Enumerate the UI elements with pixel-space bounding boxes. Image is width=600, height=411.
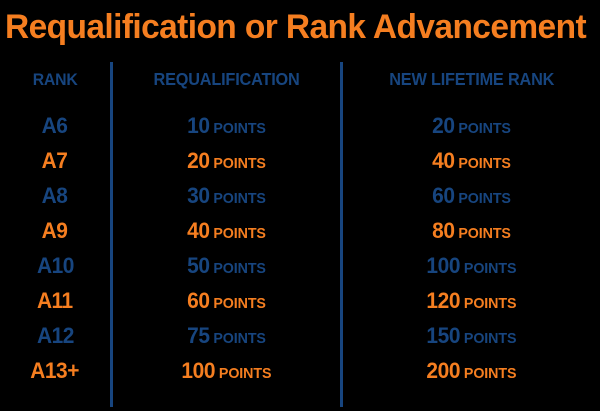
column-header-new-lifetime-rank-label: NEW LIFETIME RANK	[388, 68, 554, 89]
cell-rank: A10	[0, 248, 110, 283]
new-rank-value-group: 40 POINTS	[432, 147, 511, 173]
new-rank-value-group: 120 POINTS	[426, 287, 517, 313]
cell-rank: A11	[0, 283, 110, 318]
cell-new-lifetime-rank: 80 POINTS	[343, 213, 600, 248]
rank-label: A6	[42, 112, 68, 138]
rank-table: RANK REQUALIFICATION NEW LIFETIME RANK A…	[0, 54, 600, 411]
cell-new-lifetime-rank: 100 POINTS	[343, 248, 600, 283]
new-rank-points-unit: POINTS	[458, 119, 511, 137]
cell-requalification: 20 POINTS	[113, 143, 340, 178]
rank-label: A12	[36, 322, 74, 348]
requalification-points-number: 50	[187, 252, 210, 278]
requalification-points-number: 100	[181, 357, 216, 383]
rank-label: A13+	[30, 357, 80, 383]
cell-requalification: 10 POINTS	[113, 108, 340, 143]
new-rank-points-number: 80	[432, 217, 455, 243]
cell-new-lifetime-rank: 40 POINTS	[343, 143, 600, 178]
requalification-points-number: 40	[187, 217, 210, 243]
new-rank-points-unit: POINTS	[458, 154, 511, 172]
new-rank-points-unit: POINTS	[458, 189, 511, 207]
new-rank-value-group: 100 POINTS	[426, 252, 517, 278]
requalification-points-number: 60	[187, 287, 210, 313]
requalification-points-unit: POINTS	[213, 294, 266, 312]
cell-new-lifetime-rank: 20 POINTS	[343, 108, 600, 143]
requalification-points-unit: POINTS	[213, 329, 266, 347]
cell-requalification: 75 POINTS	[113, 318, 340, 353]
new-rank-points-number: 120	[426, 287, 461, 313]
requalification-value-group: 10 POINTS	[187, 112, 266, 138]
new-rank-points-number: 150	[426, 322, 461, 348]
column-header-new-lifetime-rank: NEW LIFETIME RANK	[343, 62, 600, 96]
cell-requalification: 30 POINTS	[113, 178, 340, 213]
cell-rank: A6	[0, 108, 110, 143]
column-header-requalification: REQUALIFICATION	[113, 62, 340, 96]
requalification-points-number: 10	[187, 112, 210, 138]
new-rank-points-unit: POINTS	[464, 364, 517, 382]
poster-title-bar: Requalification or Rank Advancement	[0, 0, 600, 54]
requalification-points-unit: POINTS	[213, 119, 266, 137]
requalification-value-group: 50 POINTS	[187, 252, 266, 278]
cell-new-lifetime-rank: 60 POINTS	[343, 178, 600, 213]
cell-rank: A12	[0, 318, 110, 353]
new-rank-points-unit: POINTS	[464, 329, 517, 347]
requalification-value-group: 100 POINTS	[181, 357, 272, 383]
cell-new-lifetime-rank: 150 POINTS	[343, 318, 600, 353]
new-rank-value-group: 80 POINTS	[432, 217, 511, 243]
requalification-value-group: 40 POINTS	[187, 217, 266, 243]
requalification-points-unit: POINTS	[213, 154, 266, 172]
requalification-value-group: 75 POINTS	[187, 322, 266, 348]
cell-rank: A9	[0, 213, 110, 248]
new-rank-value-group: 200 POINTS	[426, 357, 517, 383]
new-rank-points-number: 20	[432, 112, 455, 138]
cell-requalification: 60 POINTS	[113, 283, 340, 318]
requalification-points-number: 20	[187, 147, 210, 173]
column-header-requalification-label: REQUALIFICATION	[153, 68, 300, 89]
new-rank-points-number: 60	[432, 182, 455, 208]
cell-new-lifetime-rank: 200 POINTS	[343, 353, 600, 388]
new-rank-points-number: 40	[432, 147, 455, 173]
rank-label: A10	[36, 252, 74, 278]
column-header-rank: RANK	[0, 62, 110, 96]
new-rank-points-number: 100	[426, 252, 461, 278]
cell-requalification: 100 POINTS	[113, 353, 340, 388]
rank-label: A8	[42, 182, 68, 208]
requalification-value-group: 60 POINTS	[187, 287, 266, 313]
cell-rank: A7	[0, 143, 110, 178]
cell-new-lifetime-rank: 120 POINTS	[343, 283, 600, 318]
cell-rank: A8	[0, 178, 110, 213]
new-rank-points-unit: POINTS	[464, 259, 517, 277]
page-title: Requalification or Rank Advancement	[5, 8, 587, 46]
cell-requalification: 40 POINTS	[113, 213, 340, 248]
cell-requalification: 50 POINTS	[113, 248, 340, 283]
rank-label: A9	[42, 217, 68, 243]
column-header-rank-label: RANK	[32, 69, 78, 89]
new-rank-points-unit: POINTS	[464, 294, 517, 312]
requalification-value-group: 30 POINTS	[187, 182, 266, 208]
requalification-value-group: 20 POINTS	[187, 147, 266, 173]
requalification-points-unit: POINTS	[213, 224, 266, 242]
requalification-points-unit: POINTS	[213, 259, 266, 277]
new-rank-value-group: 60 POINTS	[432, 182, 511, 208]
requalification-points-unit: POINTS	[219, 364, 272, 382]
requalification-points-number: 30	[187, 182, 210, 208]
new-rank-points-unit: POINTS	[458, 224, 511, 242]
cell-rank: A13+	[0, 353, 110, 388]
requalification-points-unit: POINTS	[213, 189, 266, 207]
column-divider-2	[340, 62, 343, 407]
new-rank-points-number: 200	[426, 357, 461, 383]
rank-label: A7	[42, 147, 68, 173]
new-rank-value-group: 150 POINTS	[426, 322, 517, 348]
new-rank-value-group: 20 POINTS	[432, 112, 511, 138]
requalification-points-number: 75	[187, 322, 210, 348]
column-divider-1	[110, 62, 113, 407]
rank-label: A11	[37, 287, 73, 313]
